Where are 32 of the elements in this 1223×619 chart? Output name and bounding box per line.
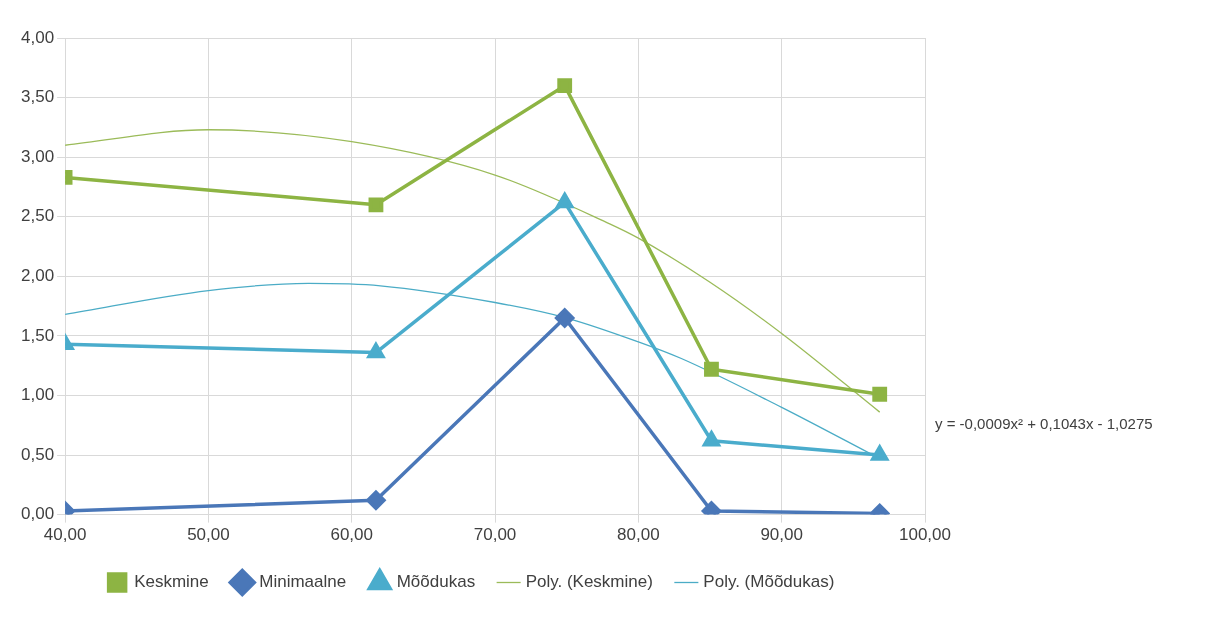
legend-label: Poly. (Mõõdukas) <box>703 572 835 592</box>
y-tick-label: 4,00 <box>20 27 55 47</box>
x-tick-label: 60,00 <box>330 525 373 545</box>
x-tick-label: 100,00 <box>899 525 951 545</box>
line-series <box>65 129 881 413</box>
point <box>554 308 575 328</box>
point <box>702 430 721 447</box>
legend-label: Mõõdukas <box>396 572 476 592</box>
point <box>872 386 888 402</box>
y-tick-label: 1,00 <box>20 385 55 405</box>
point <box>556 192 574 209</box>
point <box>368 197 384 213</box>
point <box>704 361 719 377</box>
point <box>871 445 889 461</box>
x-tick-label: 40,00 <box>43 525 87 545</box>
y-tick-label: 1,50 <box>20 325 55 345</box>
y-tick-label: 2,00 <box>20 265 55 285</box>
x-tick-label: 50,00 <box>187 525 230 545</box>
point <box>557 78 573 94</box>
x-tick-label: 80,00 <box>617 525 660 545</box>
legend-label: Keskmine <box>134 572 209 592</box>
y-tick-label: 3,00 <box>20 146 55 166</box>
y-tick-label: 0,00 <box>20 504 55 524</box>
y-tick-label: 0,50 <box>20 444 55 464</box>
x-tick-label: 70,00 <box>473 525 517 545</box>
y-tick-label: 3,50 <box>20 87 55 107</box>
point <box>367 342 385 359</box>
x-tick-label: 90,00 <box>760 525 803 545</box>
legend-label: Minimaalne <box>259 572 347 592</box>
legend-label: Poly. (Keskmine) <box>525 572 653 592</box>
y-tick-label: 2,50 <box>20 206 55 226</box>
text: y = -0,0009x² + 0,1043x - 1,0275 <box>935 415 1153 433</box>
